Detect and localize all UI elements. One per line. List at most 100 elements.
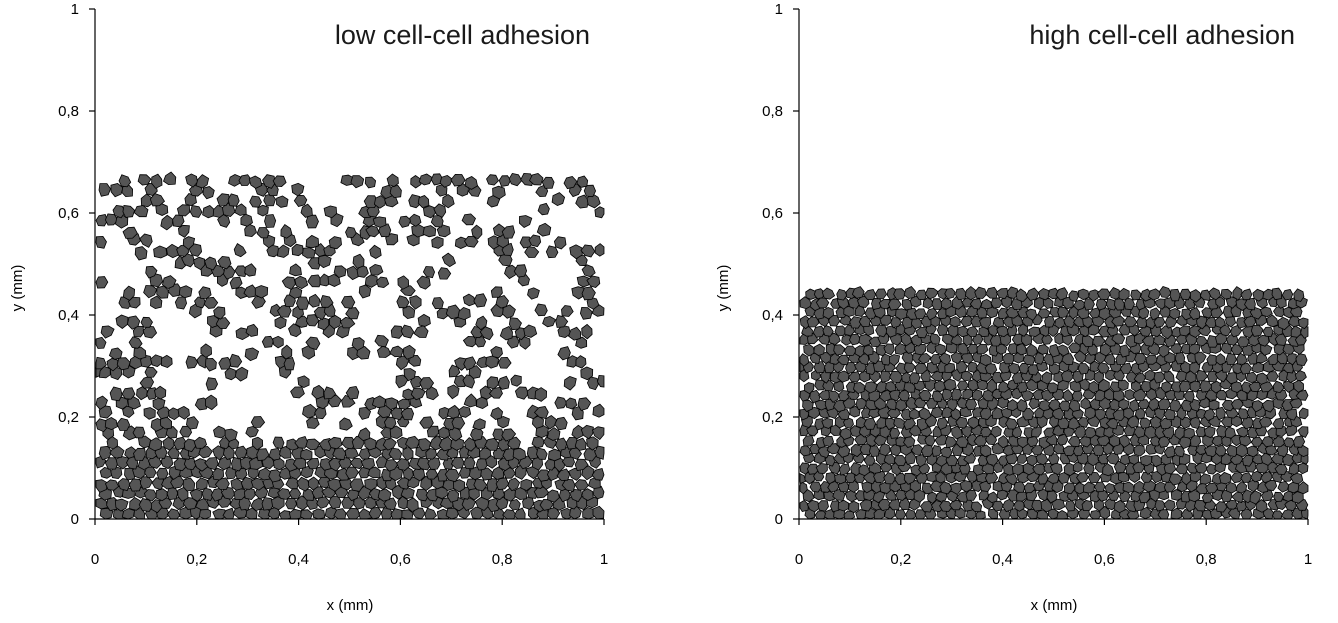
cell-point [514,386,530,400]
cell-point [934,343,947,356]
cell-point [1036,344,1049,355]
cell-point [1189,289,1202,303]
cell-point [1087,452,1099,467]
cell-point [914,362,929,374]
cell-point [594,206,605,219]
cell-point [150,295,163,310]
cell-point [323,386,337,400]
cell-point [272,335,284,349]
cell-point [1015,288,1028,303]
cell-point [1077,363,1090,375]
cell-point [397,495,410,510]
cell-point [580,366,594,381]
cell-point [133,205,149,218]
cell-point [196,477,208,491]
cell-point [137,174,152,186]
cell-point [475,315,488,331]
cell-point [302,247,316,259]
cell-point [1051,498,1066,511]
cell-point [875,324,888,338]
cell-point [854,305,866,317]
cell-point [193,256,206,271]
cell-point [1163,499,1176,512]
cell-point [128,296,141,309]
cell-point [974,286,988,299]
cell-point [234,445,248,460]
cell-point [949,316,961,328]
cell-point [485,355,500,369]
cell-point [889,427,901,439]
x-axis-label: x (mm) [327,597,374,614]
cell-point [156,467,169,480]
cell-point [419,416,434,429]
cell-point [1092,335,1106,348]
cell-point [431,297,444,310]
cell-point [528,234,542,248]
cell-point [1026,343,1038,357]
cell-point [901,351,914,364]
cell-point [1138,491,1151,504]
cell-point [471,224,483,240]
cell-point [875,288,888,300]
cell-point [1025,308,1038,321]
cell-point [991,500,1005,512]
cell-point [1297,481,1309,495]
cell-point [849,405,861,418]
cell-point [998,435,1009,449]
cell-point [217,213,231,228]
cell-point [1214,316,1226,329]
cell-point [1007,399,1018,412]
cell-point [431,236,444,249]
cell-point [586,376,599,391]
cell-point [1097,378,1110,393]
cell-point [1296,445,1309,458]
cell-point [1080,397,1092,410]
cell-point [405,435,421,449]
cell-point [462,293,476,307]
cell-point [1021,390,1035,402]
cell-point [450,437,465,451]
cell-point [575,355,587,369]
cell-point [833,344,846,356]
cell-point [280,223,293,239]
cell-point [837,499,849,512]
cell-point [955,287,967,301]
cell-point [185,173,198,188]
cell-point [390,325,405,339]
cell-point [276,195,289,208]
cell-point [317,254,332,269]
cell-point [900,408,912,421]
cell-point [1007,362,1021,375]
cell-point [202,186,215,200]
cell-point [822,306,835,320]
cell-point [307,274,323,288]
cell-point [885,381,897,392]
cell-point [944,435,958,449]
cell-point [499,325,513,341]
cell-point [903,472,917,485]
cell-point [409,295,422,310]
cell-point [244,347,260,362]
cell-point [836,354,850,366]
cell-point [1232,286,1243,301]
cell-point [371,395,386,409]
cell-point [422,266,436,279]
cell-point [1000,295,1013,309]
cell-point [95,235,107,249]
cell-point [961,350,975,365]
cell-point [388,447,403,460]
cell-point [1271,510,1284,520]
cell-point [1044,315,1056,328]
cell-point [266,244,280,258]
cell-point [879,442,891,457]
cell-point [293,194,308,207]
cell-point [160,354,173,369]
cell-point [213,306,226,320]
cell-point [586,275,601,289]
cell-point [799,499,809,512]
cell-point [402,466,414,481]
cell-point [345,307,360,320]
cell-point [940,297,952,310]
cell-point [877,498,891,511]
cell-point [1255,498,1268,513]
